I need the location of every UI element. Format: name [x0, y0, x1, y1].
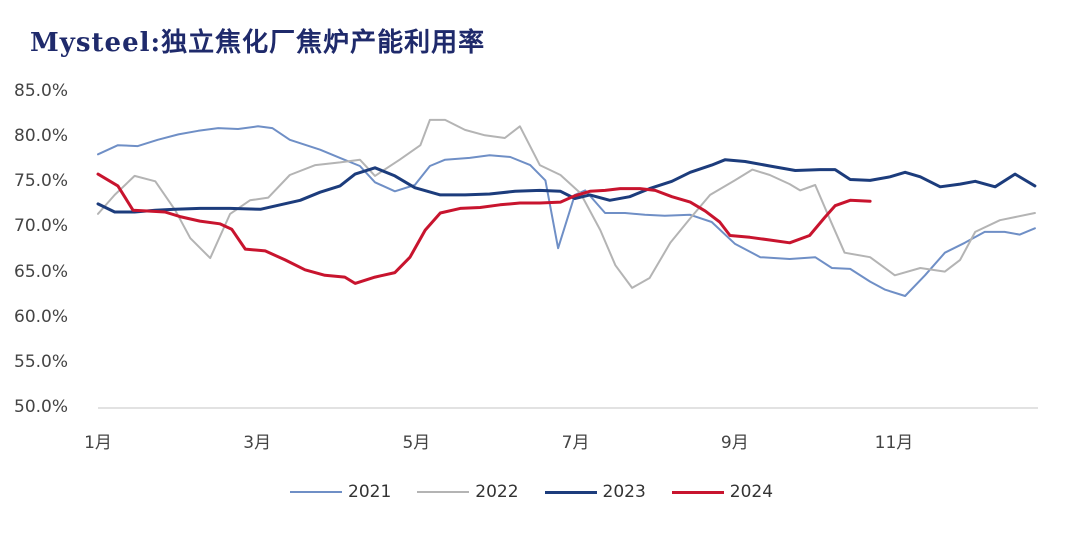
y-tick-label: 60.0%: [14, 306, 69, 327]
legend-swatch-2022: [417, 491, 470, 493]
x-tick-label: 5月: [402, 433, 431, 453]
series-line-2022: [97, 118, 1036, 289]
y-tick-label: 80.0%: [14, 126, 69, 147]
y-tick-label: 65.0%: [14, 261, 69, 282]
legend-swatch-2021: [290, 491, 342, 493]
series-layer: [96, 118, 1037, 297]
x-tick-label: 7月: [561, 433, 590, 453]
y-tick-label: 55.0%: [14, 351, 69, 372]
series-line-2024: [96, 172, 872, 285]
legend-item-2024[interactable]: 2024: [671, 482, 774, 502]
y-tick-label: 50.0%: [14, 397, 69, 417]
legend-swatch-2023: [544, 490, 597, 494]
legend-label: 2024: [729, 482, 774, 502]
legend-label: 2023: [602, 482, 646, 502]
x-tick-label: 3月: [243, 433, 272, 453]
legend-label: 2022: [475, 482, 519, 502]
legend-label: 2021: [348, 482, 392, 502]
legend: 2021 2022 2023 2024: [290, 482, 773, 502]
series-line-2021: [97, 125, 1036, 297]
x-tick-label: 1月: [84, 433, 112, 453]
chart-title: Mysteel:独立焦化厂焦炉产能利用率: [30, 28, 486, 58]
legend-item-2021[interactable]: 2021: [290, 482, 391, 502]
x-tick-label: 9月: [720, 433, 749, 453]
legend-item-2023[interactable]: 2023: [544, 482, 646, 502]
y-tick-label: 85.0%: [14, 80, 69, 101]
legend-item-2022[interactable]: 2022: [417, 482, 519, 502]
y-tick-label: 75.0%: [14, 171, 69, 192]
series-line-2023: [96, 158, 1037, 214]
x-tick-label: 11月: [874, 433, 914, 453]
y-tick-label: 70.0%: [14, 216, 69, 237]
legend-swatch-2024: [671, 490, 724, 494]
